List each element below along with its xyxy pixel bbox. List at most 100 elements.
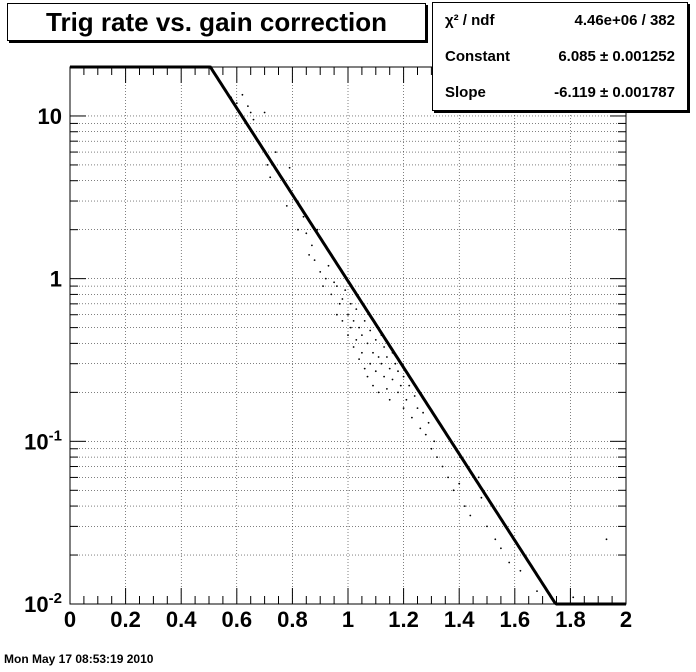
data-point	[322, 285, 324, 287]
x-tick-label: 1	[342, 607, 354, 632]
data-point	[369, 362, 372, 365]
x-tick-labels: 0 0.2 0.4 0.6 0.8 1 1.2 1.4 1.6 1.8 2	[64, 607, 632, 632]
data-point	[241, 93, 244, 96]
data-point	[386, 356, 388, 358]
data-point	[452, 489, 455, 492]
data-point	[305, 232, 308, 235]
data-point	[413, 395, 416, 397]
stats-label: Constant	[445, 48, 510, 65]
data-point	[369, 329, 372, 332]
data-point	[572, 596, 575, 599]
data-point	[336, 285, 338, 287]
data-point	[486, 525, 488, 528]
data-point	[249, 111, 252, 114]
data-point	[463, 505, 466, 507]
data-point	[380, 362, 383, 365]
data-point	[500, 547, 502, 550]
data-point	[480, 496, 483, 499]
data-point	[336, 313, 338, 316]
data-point	[383, 346, 385, 348]
data-point	[424, 433, 427, 436]
data-point	[319, 271, 322, 273]
data-point	[427, 421, 430, 424]
data-point	[285, 205, 288, 207]
data-point	[372, 351, 374, 354]
data-point	[333, 281, 335, 284]
data-point	[441, 465, 444, 468]
data-point	[430, 447, 433, 450]
data-point	[447, 476, 449, 479]
data-point	[252, 118, 255, 121]
data-point	[338, 302, 341, 305]
data-point	[347, 313, 349, 316]
data-point	[297, 228, 299, 231]
x-tick-label: 1.4	[444, 607, 475, 632]
data-point	[347, 334, 349, 336]
data-point	[269, 176, 272, 179]
data-point	[308, 254, 310, 256]
stats-row-constant: Constant 6.085 ± 0.001252	[433, 39, 687, 74]
data-point	[344, 289, 347, 291]
x-tick-label: 0.2	[110, 607, 141, 632]
data-point	[386, 388, 388, 390]
stats-row-chi2: χ² / ndf 4.46e+06 / 382	[433, 3, 687, 38]
data-point	[605, 538, 608, 541]
data-point	[366, 342, 369, 345]
data-point	[402, 375, 405, 378]
x-tick-label: 0.4	[166, 607, 197, 632]
data-point	[419, 427, 422, 430]
data-point	[477, 476, 480, 479]
data-point	[397, 391, 399, 394]
data-point	[416, 407, 419, 409]
x-tick-label: 1.8	[555, 607, 586, 632]
data-point	[355, 308, 358, 310]
stats-label: Slope	[445, 84, 486, 101]
data-point	[536, 590, 538, 592]
data-point	[263, 111, 266, 114]
data-point	[494, 538, 497, 541]
data-point	[377, 356, 380, 358]
x-tick-label: 1.6	[500, 607, 531, 632]
data-point	[374, 370, 377, 373]
data-point	[302, 215, 305, 218]
data-point	[388, 367, 391, 370]
data-point	[274, 151, 277, 154]
fit-curve	[70, 65, 626, 606]
grid-lines	[69, 66, 627, 605]
data-point	[361, 334, 363, 336]
data-point	[355, 339, 358, 341]
y-tick-label: 10-1	[24, 427, 62, 454]
data-point	[288, 166, 291, 169]
fit-stats-box: χ² / ndf 4.46e+06 / 382 Constant 6.085 ±…	[432, 2, 688, 111]
stats-row-slope: Slope -6.119 ± 0.001787	[433, 75, 687, 110]
data-point	[411, 416, 413, 419]
data-point	[361, 351, 363, 354]
data-point	[422, 411, 424, 414]
data-point	[330, 293, 333, 296]
stats-value: 6.085 ± 0.001252	[558, 48, 675, 65]
data-point	[363, 367, 366, 370]
data-point	[399, 384, 402, 387]
data-point	[349, 326, 352, 329]
data-point	[311, 244, 313, 247]
x-tick-label: 0	[64, 607, 76, 632]
data-point	[366, 375, 369, 378]
x-tick-label: 0.6	[222, 607, 253, 632]
data-point	[372, 384, 374, 387]
data-point	[405, 398, 408, 401]
x-tick-label: 2	[620, 607, 632, 632]
y-tick-label: 10-2	[24, 590, 62, 617]
data-point	[391, 378, 394, 381]
data-point	[402, 407, 405, 409]
data-point	[408, 384, 411, 387]
data-point	[327, 264, 330, 267]
data-point	[313, 259, 316, 261]
data-point	[352, 320, 355, 322]
stats-value: -6.119 ± 0.001787	[554, 84, 675, 101]
data-point	[324, 277, 327, 280]
data-point	[433, 440, 436, 443]
x-tick-label: 1.2	[388, 607, 419, 632]
stats-label: χ² / ndf	[445, 12, 495, 29]
data-point	[397, 370, 399, 373]
